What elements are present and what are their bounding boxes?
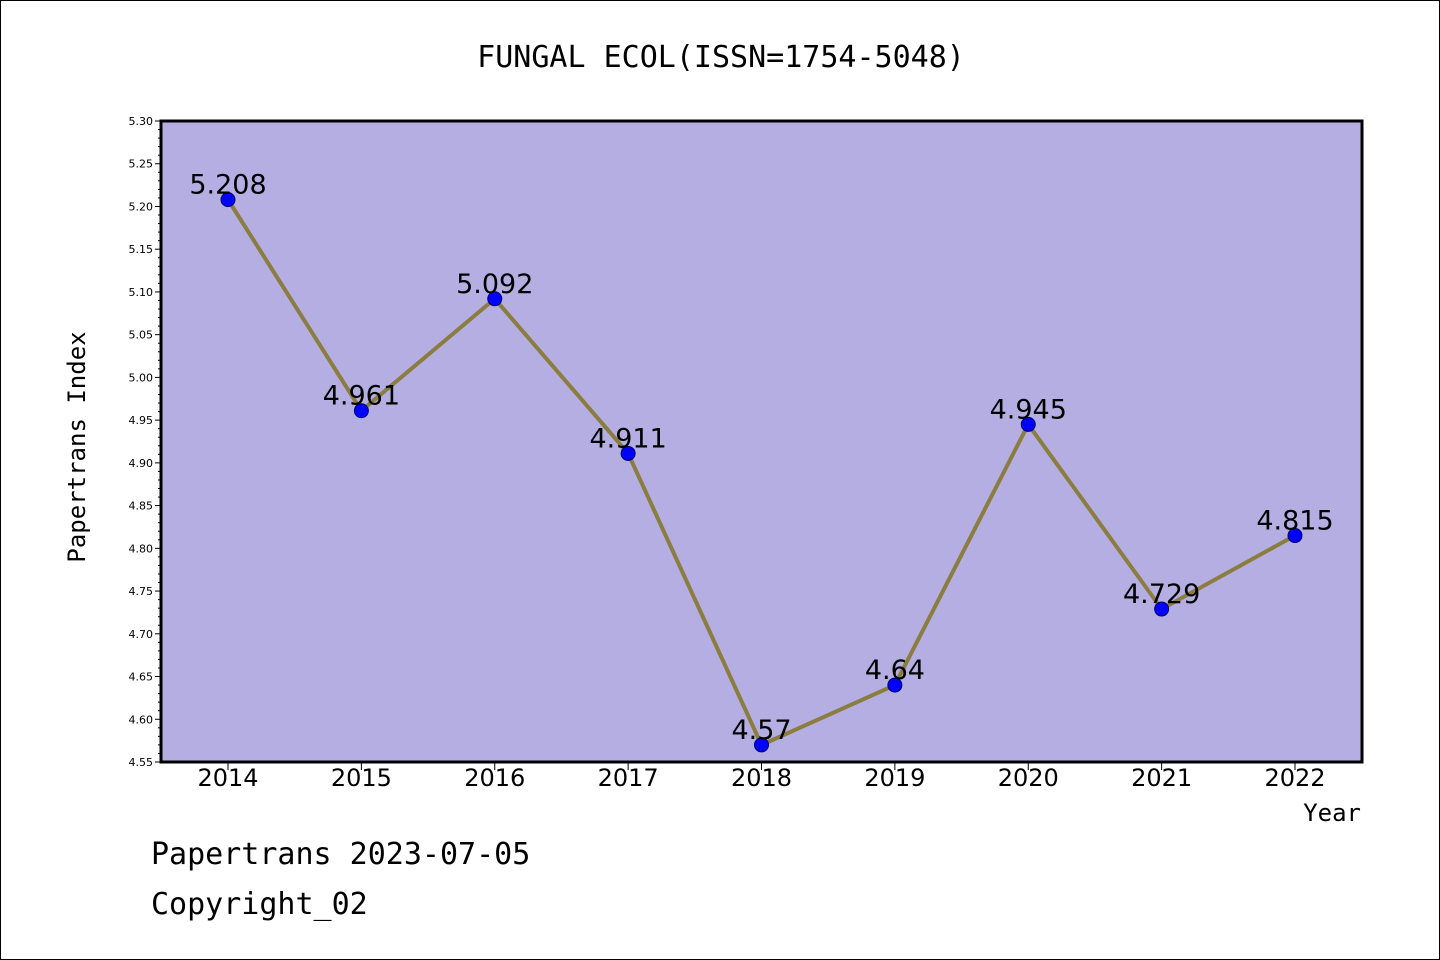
y-tick-label: 4.70 bbox=[129, 628, 154, 641]
y-tick-label: 4.65 bbox=[129, 671, 154, 684]
y-tick-label: 5.30 bbox=[129, 115, 154, 128]
data-point-marker bbox=[887, 677, 903, 693]
data-value-label: 5.208 bbox=[189, 170, 266, 201]
data-labels: 5.208 4.961 5.092 4.911 4.57 4.64 4.945 4.729 4.… bbox=[189, 170, 1333, 746]
data-point-marker bbox=[620, 445, 636, 461]
data-value-label: 4.945 bbox=[990, 394, 1067, 425]
y-tick-label: 4.95 bbox=[129, 414, 154, 427]
footer-copyright-text: Copyright_02 bbox=[151, 887, 368, 922]
data-point-marker bbox=[487, 291, 503, 307]
y-tick-label: 5.25 bbox=[129, 158, 154, 171]
x-tick-label: 2014 bbox=[197, 764, 258, 792]
chart-title: FUNGAL ECOL(ISSN=1754-5048) bbox=[477, 40, 965, 75]
data-value-label: 5.092 bbox=[456, 269, 533, 300]
y-tick-label: 5.05 bbox=[129, 329, 154, 342]
y-tick-label: 4.80 bbox=[129, 542, 154, 555]
y-tick-label: 4.90 bbox=[129, 457, 154, 470]
x-axis-title: Year bbox=[1303, 799, 1361, 827]
data-value-label: 4.57 bbox=[731, 715, 791, 746]
x-tick-label: 2021 bbox=[1131, 764, 1192, 792]
y-tick-label: 5.00 bbox=[129, 371, 154, 384]
data-point-marker bbox=[220, 192, 236, 208]
x-axis: 2014 2015 2016 2017 2018 2019 2020 2021 2022 bbox=[197, 762, 1326, 792]
x-tick-label: 2017 bbox=[598, 764, 659, 792]
x-tick-label: 2019 bbox=[864, 764, 925, 792]
x-tick-label: 2022 bbox=[1264, 764, 1325, 792]
y-tick-label: 4.85 bbox=[129, 500, 154, 513]
data-value-label: 4.911 bbox=[589, 423, 666, 454]
y-tick-label: 4.55 bbox=[129, 756, 154, 769]
data-point-marker bbox=[353, 403, 369, 419]
data-point-marker bbox=[1287, 528, 1303, 544]
data-value-label: 4.64 bbox=[865, 655, 925, 686]
y-tick-label: 4.60 bbox=[129, 713, 154, 726]
data-value-label: 4.815 bbox=[1256, 506, 1333, 537]
x-tick-label: 2015 bbox=[331, 764, 392, 792]
data-point-marker bbox=[754, 737, 769, 753]
plot-area bbox=[159, 119, 1364, 764]
footer-date-text: Papertrans 2023-07-05 bbox=[151, 837, 531, 872]
y-tick-label: 5.15 bbox=[129, 243, 154, 256]
y-tick-label: 5.10 bbox=[129, 286, 154, 299]
data-value-label: 4.961 bbox=[323, 381, 400, 412]
x-tick-label: 2016 bbox=[464, 764, 525, 792]
y-tick-label: 4.75 bbox=[129, 585, 154, 598]
x-tick-label: 2018 bbox=[731, 764, 792, 792]
x-tick-label: 2020 bbox=[998, 764, 1059, 792]
y-axis-title: Papertrans Index bbox=[63, 331, 91, 562]
data-value-label: 4.729 bbox=[1123, 579, 1200, 610]
y-tick-label: 5.20 bbox=[129, 200, 154, 213]
data-point-marker bbox=[1020, 416, 1036, 432]
data-series bbox=[220, 192, 1303, 753]
y-axis: 4.55 4.60 4.65 4.70 4.75 4.80 4.85 4.90 4.95 5.00… bbox=[129, 115, 161, 769]
data-point-marker bbox=[1154, 601, 1170, 617]
